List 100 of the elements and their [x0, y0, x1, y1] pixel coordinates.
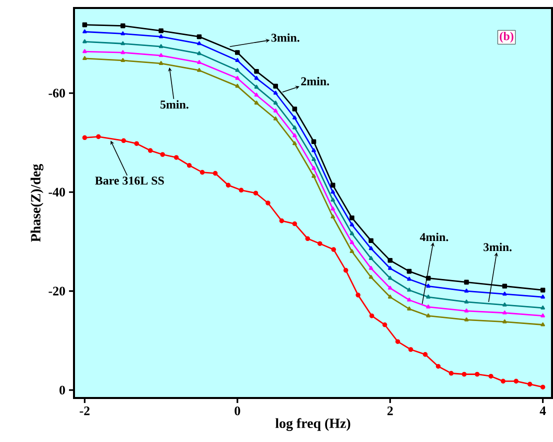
- point: [120, 58, 126, 62]
- point: [235, 84, 240, 88]
- point: [312, 174, 316, 178]
- point: [540, 294, 546, 299]
- point: [196, 34, 202, 40]
- point: [540, 384, 546, 390]
- point: [253, 190, 258, 196]
- point: [273, 108, 278, 112]
- x-tick-label: 0: [234, 406, 240, 416]
- y-tick-label: -40: [48, 188, 66, 196]
- point: [254, 84, 259, 89]
- point: [82, 39, 87, 44]
- point: [197, 41, 202, 46]
- point: [368, 238, 374, 244]
- point: [350, 249, 354, 254]
- point: [158, 28, 164, 34]
- point: [502, 292, 507, 296]
- point: [502, 319, 507, 324]
- point: [120, 50, 126, 54]
- y-tick-label: -20: [48, 286, 66, 296]
- y-tick-label: -60: [48, 88, 66, 98]
- point: [330, 206, 336, 210]
- annotation: (b): [500, 32, 514, 43]
- point: [134, 141, 140, 146]
- point: [226, 182, 231, 188]
- point: [464, 288, 469, 293]
- point: [407, 288, 412, 292]
- point: [292, 125, 297, 130]
- point: [317, 241, 322, 246]
- point: [350, 231, 354, 236]
- point: [292, 106, 298, 112]
- point: [120, 23, 126, 28]
- point: [474, 372, 480, 377]
- point: [235, 68, 240, 72]
- point: [82, 22, 88, 28]
- point: [330, 190, 336, 194]
- point: [305, 236, 310, 242]
- point: [343, 268, 348, 273]
- point: [273, 90, 278, 95]
- point: [368, 256, 374, 260]
- point: [502, 310, 507, 314]
- point: [312, 148, 316, 152]
- point: [273, 116, 278, 120]
- point: [331, 247, 336, 252]
- point: [158, 44, 164, 48]
- point: [312, 166, 316, 170]
- point: [158, 53, 164, 58]
- point: [235, 76, 240, 80]
- point: [426, 304, 430, 308]
- annotation: Bare 316L SS: [95, 176, 164, 185]
- point: [448, 370, 454, 376]
- point: [350, 215, 354, 220]
- point: [200, 170, 205, 175]
- point: [408, 347, 414, 352]
- point: [96, 134, 101, 140]
- point: [382, 322, 388, 328]
- point: [540, 306, 546, 310]
- point: [197, 60, 202, 64]
- annotation: 3min.: [484, 242, 512, 252]
- point: [197, 68, 202, 72]
- point: [292, 221, 298, 226]
- point: [82, 29, 87, 34]
- point: [464, 300, 469, 304]
- point: [235, 58, 240, 62]
- point: [368, 246, 374, 250]
- point: [426, 276, 431, 281]
- point: [388, 276, 392, 280]
- point: [422, 352, 428, 357]
- point: [212, 170, 218, 176]
- point: [174, 155, 179, 160]
- point: [464, 280, 469, 285]
- point: [350, 222, 354, 226]
- point: [388, 294, 392, 299]
- point: [235, 50, 240, 55]
- point: [407, 298, 412, 302]
- point: [407, 306, 412, 310]
- point: [502, 302, 507, 307]
- point: [82, 135, 88, 140]
- point: [186, 162, 192, 168]
- x-tick-label: -2: [80, 406, 90, 416]
- point: [254, 100, 259, 105]
- x-tick-label: 4: [540, 406, 546, 416]
- annotation: 5min.: [160, 100, 188, 109]
- point: [488, 374, 494, 379]
- point: [82, 49, 87, 54]
- point: [292, 141, 297, 146]
- point: [426, 313, 430, 318]
- x-tick-label: 2: [387, 406, 393, 416]
- point: [254, 92, 259, 97]
- point: [254, 76, 259, 80]
- point: [292, 115, 297, 120]
- point: [148, 148, 153, 153]
- point: [158, 61, 164, 65]
- point: [368, 266, 374, 270]
- point: [369, 313, 374, 318]
- point: [292, 133, 297, 138]
- point: [388, 258, 393, 263]
- point: [388, 286, 392, 290]
- point: [540, 313, 546, 318]
- point: [273, 100, 278, 105]
